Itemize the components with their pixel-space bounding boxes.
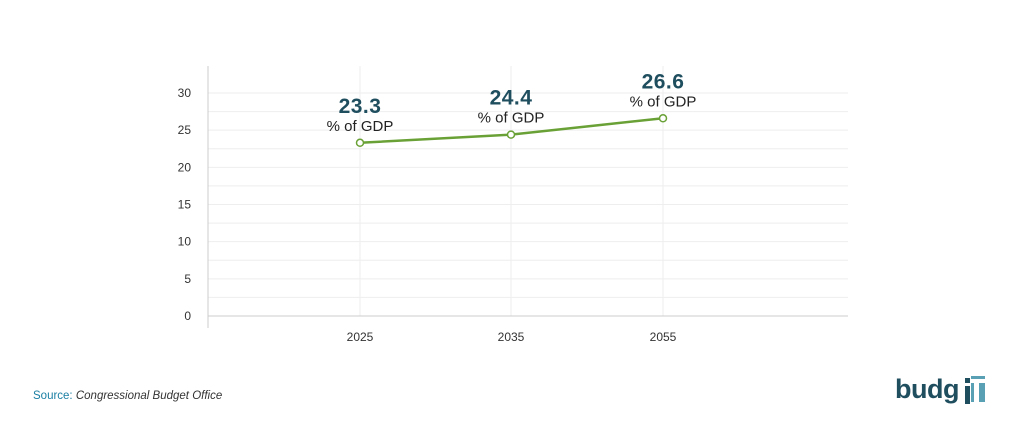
data-label-value: 26.6: [642, 70, 685, 93]
y-tick-label: 5: [184, 272, 191, 286]
y-tick-label: 20: [178, 160, 192, 174]
source-key: Source:: [33, 390, 73, 402]
data-point: [506, 130, 516, 139]
logo-text: budg: [895, 374, 959, 404]
data-point: [658, 114, 668, 123]
y-tick-label: 25: [178, 123, 192, 137]
data-label-unit: % of GDP: [478, 110, 545, 127]
budgit-logo: budg: [895, 372, 990, 408]
x-tick-label: 2025: [347, 330, 374, 344]
source-value: Congressional Budget Office: [75, 390, 223, 402]
y-tick-label: 10: [178, 235, 192, 249]
data-point: [355, 138, 365, 148]
data-label-value: 23.3: [339, 95, 382, 118]
y-tick-label: 30: [178, 86, 192, 100]
data-label-unit: % of GDP: [630, 93, 697, 110]
y-tick-label: 15: [178, 198, 192, 212]
source-note: Source: Congressional Budget Office: [33, 390, 222, 402]
x-tick-label: 2035: [498, 330, 525, 344]
y-tick-label: 0: [184, 309, 191, 323]
data-label-value: 24.4: [490, 87, 533, 110]
x-tick-label: 2055: [650, 330, 677, 344]
data-label-unit: % of GDP: [327, 118, 394, 135]
logo-mark-icon: [965, 376, 985, 404]
